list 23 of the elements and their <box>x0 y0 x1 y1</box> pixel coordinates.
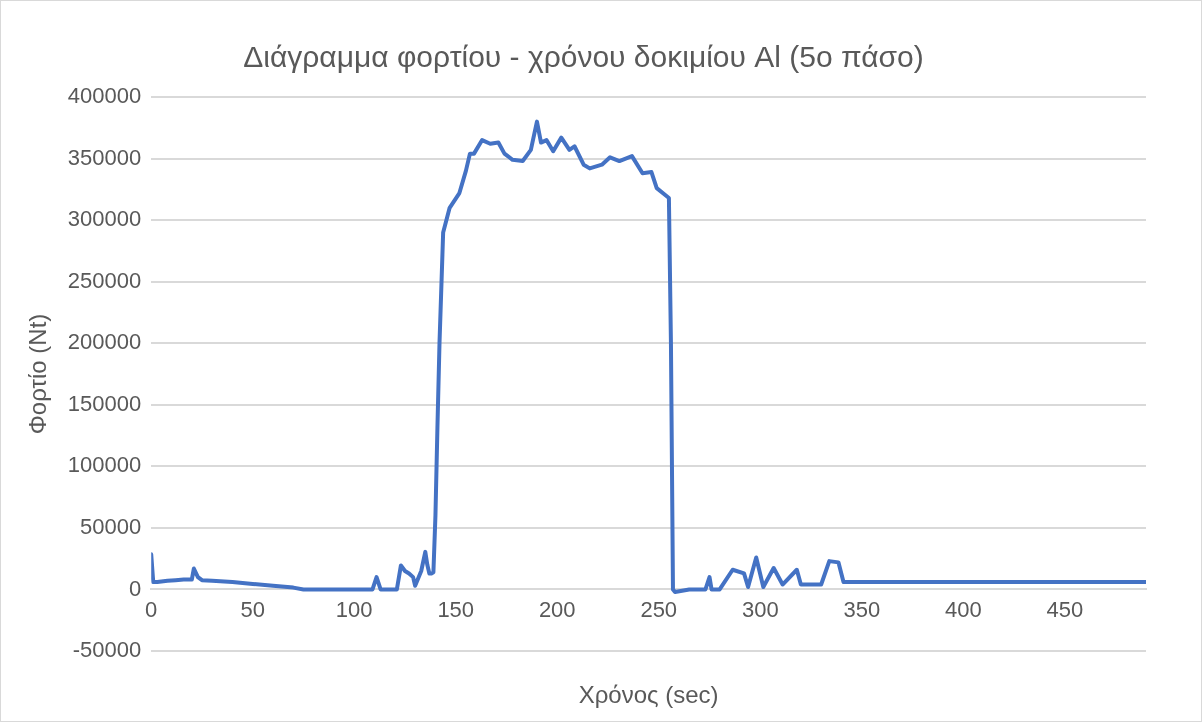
y-tick-label: -50000 <box>72 637 142 663</box>
chart-title: Διάγραμμα φορτίου - χρόνου δοκιμίου Al (5ο πάσο) <box>243 40 924 74</box>
y-tick-label: 250000 <box>67 267 142 293</box>
x-tick-label: 250 <box>640 596 678 622</box>
y-tick-label: 50000 <box>80 513 142 539</box>
y-tick-label: 200000 <box>67 329 142 355</box>
y-tick-label: 400000 <box>67 83 142 109</box>
y-tick-label: 150000 <box>67 390 142 416</box>
x-axis-title: Χρόνος (sec) <box>578 680 719 708</box>
x-tick-label: 150 <box>437 596 475 622</box>
y-tick-label: 300000 <box>67 206 142 232</box>
x-tick-label: 350 <box>843 596 881 622</box>
x-tick-label: 50 <box>240 596 265 622</box>
x-tick-label: 400 <box>944 596 982 622</box>
y-axis-title: Φορτίο (Nt) <box>24 313 52 435</box>
y-tick-label: 350000 <box>67 144 142 170</box>
x-tick-label: 200 <box>538 596 576 622</box>
y-tick-label: 0 <box>128 575 142 601</box>
x-tick-label: 450 <box>1046 596 1084 622</box>
x-tick-label: 0 <box>145 596 158 622</box>
x-tick-label: 100 <box>335 596 373 622</box>
x-tick-label: 300 <box>741 596 779 622</box>
y-tick-label: 100000 <box>67 452 142 478</box>
